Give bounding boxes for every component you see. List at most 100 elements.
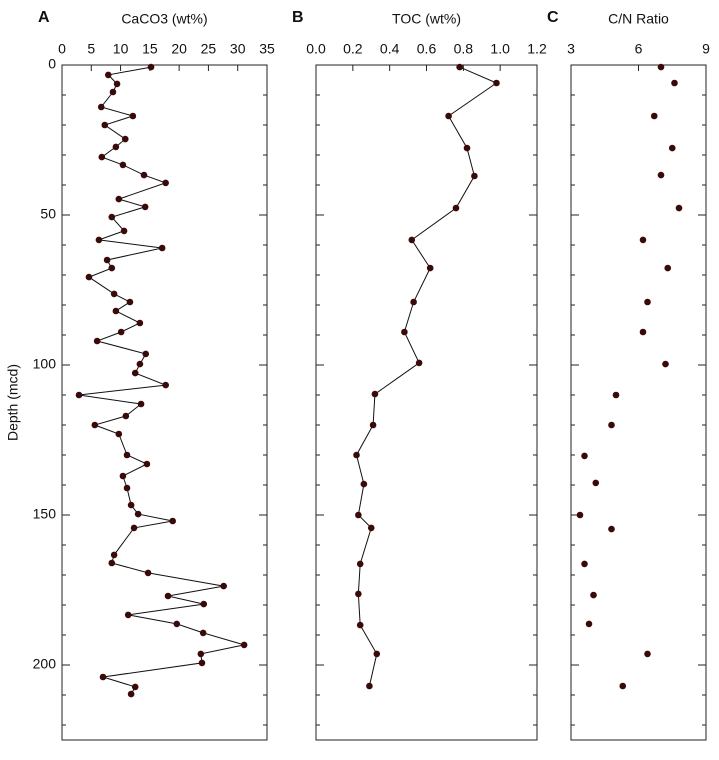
data-point — [662, 360, 669, 368]
data-point — [140, 171, 148, 179]
data-point — [639, 328, 647, 336]
data-point — [162, 179, 169, 187]
x-tick-label: 9 — [702, 41, 710, 57]
data-point — [93, 337, 101, 345]
data-point — [240, 641, 248, 649]
data-point — [131, 369, 139, 377]
data-point — [657, 63, 665, 71]
data-point — [197, 650, 205, 658]
y-axis-title: Depth (mcd) — [5, 364, 21, 441]
data-point — [585, 620, 593, 628]
data-point — [581, 452, 588, 460]
x-tick-label: 20 — [171, 41, 187, 57]
data-point — [123, 451, 131, 459]
data-point — [108, 264, 116, 272]
data-point — [608, 421, 615, 429]
panel-letter: C — [547, 9, 559, 26]
data-point — [75, 391, 83, 399]
data-point — [119, 472, 127, 480]
data-point — [142, 350, 150, 358]
data-line — [78, 66, 245, 695]
data-point — [134, 510, 142, 518]
data-point — [169, 517, 176, 525]
data-point — [366, 682, 373, 690]
data-point — [576, 511, 584, 519]
data-point — [199, 629, 207, 637]
x-tick-label: 15 — [142, 41, 158, 57]
data-point — [355, 590, 362, 598]
data-point — [592, 479, 600, 487]
panel-letter: A — [38, 9, 50, 26]
x-axis-title: C/N Ratio — [608, 11, 669, 27]
data-point — [650, 112, 658, 120]
data-point — [198, 659, 206, 667]
data-point — [108, 213, 116, 221]
data-point — [109, 88, 117, 96]
data-point — [137, 400, 145, 408]
data-point — [644, 298, 651, 306]
data-point — [639, 236, 647, 244]
data-point — [136, 360, 144, 368]
data-point — [371, 390, 379, 398]
data-point — [668, 144, 676, 152]
x-tick-label: 6 — [635, 41, 643, 57]
data-point — [130, 524, 138, 532]
data-point — [99, 673, 107, 681]
data-point — [122, 412, 130, 420]
data-point — [112, 143, 120, 151]
data-point — [123, 484, 131, 492]
data-point — [493, 79, 500, 87]
x-axis-title: TOC (wt%) — [392, 11, 461, 27]
x-tick-label: 3 — [567, 41, 575, 57]
data-point — [91, 421, 99, 429]
data-point — [117, 328, 125, 336]
data-point — [120, 227, 128, 235]
data-point — [110, 551, 118, 559]
data-point — [664, 264, 672, 272]
x-tick-label: 0.8 — [454, 41, 474, 57]
data-point — [147, 63, 155, 71]
data-point — [369, 421, 377, 429]
data-point — [126, 298, 134, 306]
data-point — [121, 135, 129, 143]
data-point — [162, 381, 169, 389]
plot-frame — [570, 64, 707, 741]
data-point — [408, 236, 416, 244]
data-point — [113, 80, 121, 88]
data-point — [136, 319, 144, 327]
data-point — [360, 480, 368, 488]
data-point — [471, 172, 478, 180]
x-tick-label: 5 — [87, 41, 95, 57]
data-point — [644, 650, 651, 658]
data-point — [608, 525, 615, 533]
x-tick-label: 10 — [113, 41, 129, 57]
data-point — [426, 264, 434, 272]
data-point — [129, 112, 137, 120]
data-point — [85, 273, 93, 281]
data-point — [110, 290, 118, 298]
data-point — [220, 582, 227, 590]
data-point — [97, 103, 105, 111]
x-tick-label: 25 — [201, 41, 217, 57]
data-point — [127, 501, 135, 509]
data-point — [612, 391, 620, 399]
data-point — [103, 256, 111, 264]
y-tick-label: 50 — [40, 206, 56, 222]
x-tick-label: 35 — [259, 41, 275, 57]
data-point — [101, 121, 109, 129]
x-tick-label: 0 — [58, 41, 66, 57]
data-point — [112, 307, 120, 315]
x-tick-label: 0.4 — [380, 41, 400, 57]
data-point — [355, 511, 362, 519]
data-point — [119, 161, 127, 169]
data-point — [98, 153, 106, 161]
data-point — [143, 460, 151, 468]
data-point — [590, 591, 597, 599]
data-point — [104, 71, 112, 79]
data-point — [657, 171, 665, 179]
x-tick-label: 1.2 — [527, 41, 547, 57]
x-tick-label: 1.0 — [490, 41, 510, 57]
data-point — [456, 63, 463, 71]
data-point — [115, 430, 123, 438]
